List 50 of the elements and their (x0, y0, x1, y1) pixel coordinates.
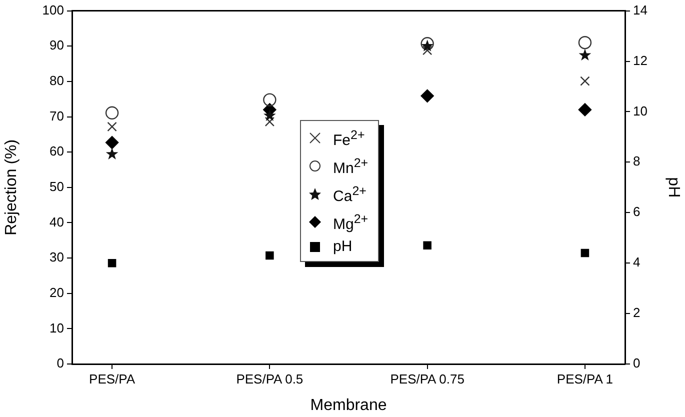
y2-tick-label: 4 (633, 254, 640, 270)
legend-label: pH (333, 237, 352, 257)
y-tick-label: 40 (50, 214, 64, 230)
legend-label: Ca$^{2+}$ (333, 183, 366, 207)
point (423, 241, 432, 250)
y2-tick-label: 6 (633, 204, 640, 220)
point (264, 109, 276, 121)
legend-label: Mn$^{2+}$ (333, 155, 368, 179)
y2-tick-label: 10 (633, 103, 648, 118)
y-tick-label: 30 (50, 250, 64, 265)
point (420, 89, 434, 103)
point (105, 136, 119, 150)
point (263, 93, 276, 106)
y2-tick-label: 8 (633, 154, 640, 169)
y2-axis-title: pH (664, 177, 682, 198)
point (580, 76, 590, 86)
x-tick-label: PES/PA 0.75 (390, 371, 464, 386)
point (266, 251, 274, 260)
x-axis-title: Membrane (310, 396, 387, 414)
y-tick-label: 90 (50, 38, 64, 53)
x-tick-label: PES/PA 0.5 (236, 371, 304, 386)
y-tick-label: 60 (50, 144, 64, 159)
y-tick-label: 70 (50, 108, 64, 124)
y-tick-label: 0 (56, 356, 64, 371)
point (578, 48, 592, 61)
point (108, 258, 116, 268)
y-tick-label: 100 (42, 2, 64, 18)
point (107, 122, 117, 132)
point (422, 46, 432, 56)
legend-label: Mg$^{2+}$ (333, 211, 368, 235)
point (264, 116, 275, 127)
y-tick-label: 50 (50, 178, 64, 194)
point (105, 106, 119, 120)
x-tick-label: PES/PA (89, 371, 136, 386)
x-tick-label: PES/PA 1 (556, 371, 614, 386)
y2-tick-label: 0 (633, 356, 640, 371)
point (578, 36, 592, 50)
y-tick-label: 10 (50, 320, 64, 336)
y-tick-label: 80 (50, 73, 64, 88)
point (421, 40, 434, 52)
y2-tick-label: 14 (633, 2, 648, 18)
legend-label: Fe$^{2+}$ (333, 127, 365, 151)
y2-tick-label: 2 (633, 305, 640, 320)
point (420, 37, 434, 50)
point (580, 248, 590, 258)
y-tick-label: 20 (50, 284, 64, 300)
point (106, 148, 118, 160)
point (578, 103, 592, 116)
y2-tick-label: 12 (633, 52, 648, 68)
y-axis-title: Rejection (%) (3, 139, 20, 236)
